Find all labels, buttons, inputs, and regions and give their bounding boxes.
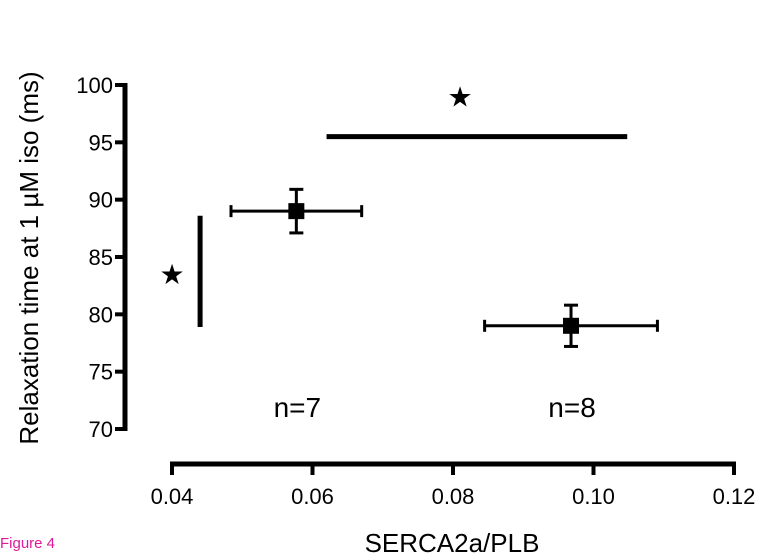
- y-tick-label: 95: [89, 130, 113, 155]
- n-label: n=8: [548, 392, 596, 423]
- x-axis-title: SERCA2a/PLB: [365, 528, 540, 556]
- data-point: [563, 317, 580, 334]
- n-label: n=7: [274, 392, 322, 423]
- significance-markers: ★★: [159, 80, 628, 327]
- x-axis: 0.04 0.06 0.08 0.10 0.12: [151, 461, 756, 509]
- y-axis: 70 75 80 85 90 95 100: [76, 73, 128, 442]
- y-tick-label: 90: [89, 188, 113, 213]
- y-tick-label: 70: [89, 417, 113, 442]
- star-icon: ★: [159, 258, 184, 291]
- y-tick-label: 85: [89, 245, 113, 270]
- y-tick-label: 80: [89, 302, 113, 327]
- y-tick-label: 100: [76, 73, 113, 98]
- x-tick-label: 0.12: [713, 484, 756, 509]
- x-tick-label: 0.06: [291, 484, 334, 509]
- star-icon: ★: [447, 80, 472, 113]
- y-tick-label: 75: [89, 360, 113, 385]
- figure-label: Figure 4: [0, 535, 56, 552]
- x-tick-label: 0.10: [572, 484, 615, 509]
- x-tick-label: 0.08: [432, 484, 475, 509]
- data-point: [288, 203, 305, 220]
- x-tick-label: 0.04: [151, 484, 194, 509]
- data-points: n=7 n=8: [229, 187, 659, 423]
- y-axis-title: Relaxation time at 1 µM iso (ms): [14, 71, 44, 444]
